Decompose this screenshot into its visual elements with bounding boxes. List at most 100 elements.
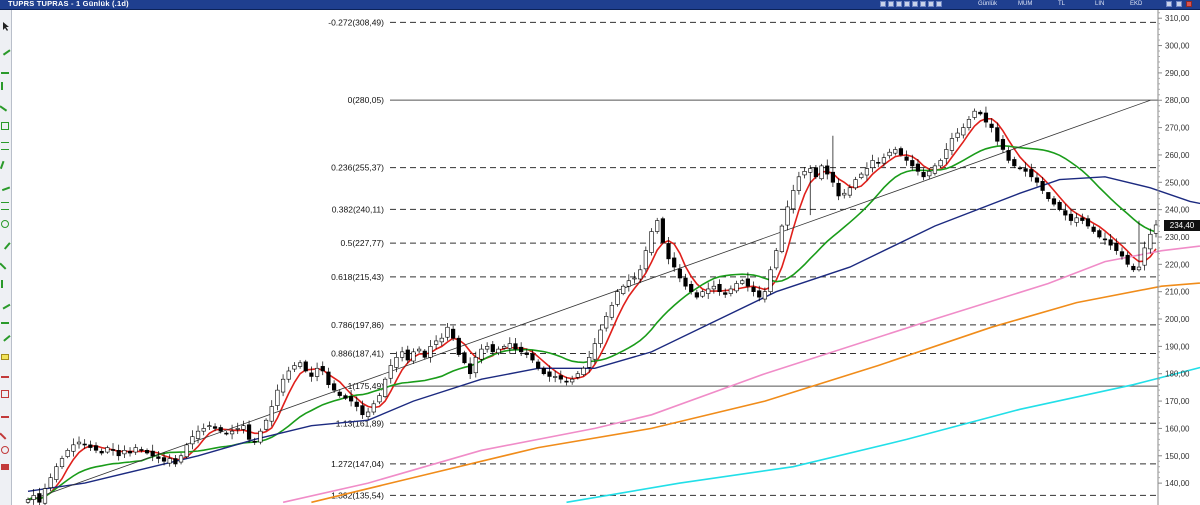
candle-body <box>320 366 325 372</box>
price-chart[interactable]: -0.272(308,49) 0(280,05) 0.236(255,37) 0.38… <box>12 10 1200 505</box>
candle-body <box>496 348 501 354</box>
candle-body <box>700 291 705 297</box>
moving-average-line <box>27 176 1200 492</box>
toolbar-swatch[interactable] <box>928 1 934 7</box>
cycle-tool-icon[interactable] <box>1 280 9 288</box>
circle-tool-icon[interactable] <box>1 220 9 228</box>
candle-body <box>99 450 104 454</box>
regression-tool-icon[interactable] <box>0 180 11 192</box>
candle-body <box>303 361 308 372</box>
fib-fan-tool-icon[interactable] <box>0 330 11 342</box>
ray-tool-icon[interactable] <box>0 100 11 112</box>
candle-body <box>530 353 535 361</box>
price-axis-tick-label: 140,00 <box>1165 479 1190 488</box>
candle-body <box>1012 159 1017 167</box>
pitchfork-tool-icon[interactable] <box>0 298 11 310</box>
candle-body <box>689 284 694 292</box>
candle-body <box>405 349 410 361</box>
toolbar-swatch[interactable] <box>888 1 894 7</box>
adjust-control[interactable]: EKD <box>1130 1 1143 7</box>
gann-tool-icon[interactable] <box>0 238 11 250</box>
fibonacci-level-label: 0.236(255,37) <box>331 163 384 173</box>
trendline-tool-icon[interactable] <box>0 44 11 56</box>
chart-type-control[interactable]: MUM <box>1018 1 1033 7</box>
delete-tool-icon[interactable] <box>1 464 9 470</box>
candle-body <box>1125 254 1130 265</box>
candle-body <box>139 449 144 451</box>
candle-body <box>462 352 467 364</box>
candle-body <box>377 395 382 403</box>
candle-body <box>127 450 133 454</box>
price-axis-tick-label: 170,00 <box>1165 397 1190 406</box>
fibonacci-level-label: 0.786(197,86) <box>331 320 384 330</box>
candle-body <box>224 432 229 435</box>
minimize-icon[interactable] <box>1166 1 1172 7</box>
candle-body <box>229 430 235 435</box>
parallel-tool-icon[interactable] <box>1 202 9 210</box>
toolbar-swatch[interactable] <box>896 1 902 7</box>
pencil-tool-icon[interactable] <box>1 354 9 360</box>
channel-tool-icon[interactable] <box>1 142 9 150</box>
candle-body <box>502 346 507 349</box>
candle-body <box>428 346 433 358</box>
candle-body <box>677 268 682 279</box>
marker-tool-icon[interactable] <box>1 446 9 454</box>
candle-body <box>314 367 320 377</box>
cursor-icon[interactable] <box>1 22 9 31</box>
period-control[interactable]: Günlük <box>978 1 998 7</box>
horizontal-line-tool-icon[interactable] <box>1 66 9 74</box>
toolbar-swatch[interactable] <box>920 1 926 7</box>
shape-tool-icon[interactable] <box>1 390 9 398</box>
arrow-tool-icon[interactable] <box>0 428 11 440</box>
fibonacci-tool-icon[interactable] <box>1 316 9 324</box>
candle-body <box>1046 192 1051 200</box>
scale-control[interactable]: LIN <box>1095 1 1105 7</box>
candle-body <box>65 450 70 457</box>
fibonacci-level-label: 0(280,05) <box>348 95 385 105</box>
candle-body <box>706 288 711 294</box>
candle-body <box>643 250 648 270</box>
toolbar-swatch[interactable] <box>904 1 910 7</box>
candle-body <box>717 284 722 292</box>
candle-body <box>366 411 371 417</box>
maximize-icon[interactable] <box>1176 1 1182 7</box>
candle-body <box>105 447 110 453</box>
price-axis-tick-label: 210,00 <box>1165 288 1190 297</box>
text-tool-icon[interactable] <box>1 410 9 418</box>
candle-body <box>864 168 870 176</box>
candle-body <box>842 192 847 196</box>
candle-body <box>184 444 189 458</box>
fibonacci-level-label: 1.13(161,89) <box>336 418 384 428</box>
candle-body <box>859 173 864 178</box>
candle-body <box>1040 181 1045 191</box>
candle-body <box>434 340 439 345</box>
candle-body <box>615 291 620 305</box>
candle-body <box>48 477 53 488</box>
candle-body <box>150 450 155 457</box>
price-axis-tick-label: 160,00 <box>1165 424 1190 433</box>
candle-body <box>280 378 286 393</box>
fan-tool-icon[interactable] <box>0 160 11 172</box>
toolbar-swatch[interactable] <box>880 1 886 7</box>
color-tool-icon[interactable] <box>1 370 9 378</box>
fibonacci-level-label: 0.382(240,11) <box>332 204 384 214</box>
candle-body <box>830 171 836 183</box>
candle-body <box>791 190 796 210</box>
candle-body <box>1000 139 1006 150</box>
toolbar-swatch[interactable] <box>912 1 918 7</box>
close-icon[interactable] <box>1186 1 1192 7</box>
arc-tool-icon[interactable] <box>0 258 11 270</box>
candle-body <box>587 357 592 368</box>
candle-body <box>25 499 31 503</box>
candle-body <box>1023 168 1028 172</box>
currency-control[interactable]: TL <box>1058 1 1066 7</box>
candle-body <box>728 288 733 294</box>
vertical-line-tool-icon[interactable] <box>1 82 9 90</box>
candle-body <box>757 290 762 298</box>
candle-body <box>201 428 206 432</box>
moving-average-line <box>27 144 1157 501</box>
rectangle-tool-icon[interactable] <box>1 122 9 130</box>
candle-body <box>570 378 575 383</box>
toolbar-swatch[interactable] <box>936 1 942 7</box>
candle-body <box>1068 213 1074 221</box>
